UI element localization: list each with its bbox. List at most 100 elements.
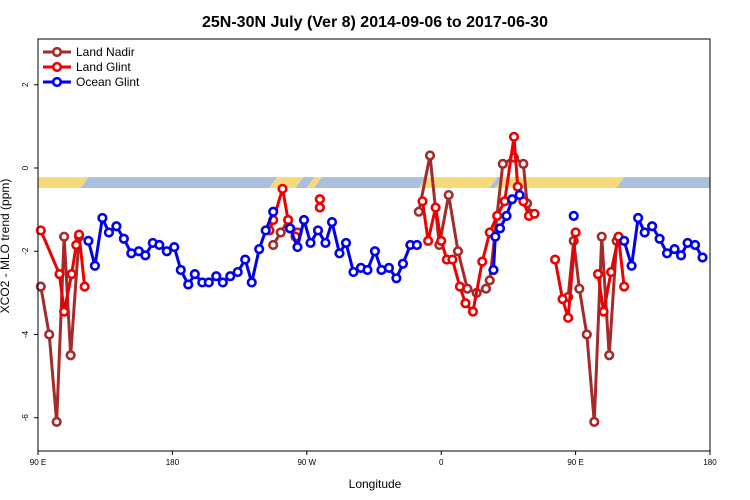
data-point	[111, 221, 122, 232]
data-point	[79, 281, 90, 292]
data-point	[203, 277, 214, 288]
legend-marker	[51, 61, 63, 73]
y-tick-label: -4	[21, 330, 30, 338]
series-line	[421, 135, 536, 314]
data-point	[183, 279, 194, 290]
data-point	[240, 254, 251, 265]
x-tick-label: 180	[166, 458, 180, 467]
data-point	[480, 283, 492, 294]
series-line	[39, 235, 81, 424]
data-point	[275, 227, 286, 238]
data-point	[661, 248, 673, 259]
data-point	[51, 416, 62, 427]
band-segment-land	[38, 177, 89, 188]
data-point	[497, 158, 508, 169]
data-point	[73, 229, 85, 240]
data-point	[103, 227, 115, 238]
band-segment-ocean	[314, 177, 427, 188]
series-line	[553, 232, 578, 320]
legend-item: Land Nadir	[43, 45, 135, 59]
data-point	[424, 150, 436, 161]
data-point	[604, 350, 615, 361]
data-point	[283, 214, 294, 226]
data-point	[246, 277, 257, 288]
data-point	[512, 181, 523, 192]
data-point	[66, 269, 77, 280]
data-point	[619, 281, 630, 292]
data-point	[326, 217, 338, 228]
data-point	[320, 237, 331, 249]
data-point	[413, 206, 424, 217]
data-point	[518, 158, 529, 169]
data-point	[508, 131, 520, 142]
data-point	[669, 244, 680, 255]
data-point	[35, 281, 46, 292]
y-tick-label: -6	[21, 414, 30, 422]
series-line	[417, 154, 533, 295]
data-point	[557, 294, 568, 305]
chart-title: 25N-30N July (Ver 8) 2014-09-06 to 2017-…	[202, 14, 548, 31]
legend-item: Land Glint	[43, 60, 131, 74]
data-point	[217, 277, 228, 288]
data-point	[225, 271, 236, 282]
y-tick-label: 2	[21, 82, 30, 87]
data-point	[574, 283, 585, 294]
band-segment-ocean	[616, 177, 710, 188]
band-segment-land	[269, 177, 304, 188]
data-point	[443, 189, 454, 201]
data-point	[71, 239, 82, 251]
data-point	[314, 194, 325, 205]
data-point	[619, 235, 630, 246]
series-line	[566, 235, 619, 424]
data-point	[467, 306, 479, 317]
data-point	[549, 254, 561, 265]
band-segment-ocean	[295, 177, 315, 188]
data-point	[314, 202, 325, 213]
data-point	[44, 329, 55, 340]
data-point	[568, 210, 579, 221]
data-point	[490, 231, 501, 242]
data-point	[268, 239, 279, 251]
data-point	[501, 210, 512, 221]
data-point	[369, 246, 381, 257]
data-point	[589, 416, 600, 427]
data-point	[697, 252, 708, 263]
data-point	[89, 260, 101, 271]
data-point	[592, 269, 604, 280]
y-axis-label: XCO2 - MLO trend (ppm)	[0, 179, 12, 314]
data-point	[397, 258, 409, 269]
data-point	[484, 275, 495, 286]
data-point	[423, 235, 434, 246]
data-point	[59, 306, 70, 317]
data-point	[312, 225, 324, 236]
data-point	[169, 241, 180, 253]
data-point	[492, 210, 503, 221]
data-point	[334, 248, 345, 259]
data-point	[268, 206, 279, 217]
x-tick-label: 90 W	[297, 458, 316, 467]
x-tick-label: 0	[439, 458, 444, 467]
data-point	[292, 241, 303, 253]
x-tick-label: 90 E	[567, 458, 583, 467]
data-point	[514, 189, 525, 201]
data-point	[83, 235, 94, 246]
data-point	[161, 246, 172, 257]
band-segment-land	[306, 177, 322, 188]
data-point	[626, 260, 637, 271]
data-point	[54, 269, 65, 280]
data-point	[277, 183, 288, 194]
data-point	[436, 235, 447, 246]
data-point	[460, 298, 471, 309]
data-point	[284, 223, 296, 234]
data-point	[340, 237, 352, 249]
series-land-glint	[35, 131, 630, 323]
data-point	[563, 312, 574, 323]
data-point	[581, 329, 592, 340]
data-point	[59, 231, 70, 242]
series-layer	[35, 131, 708, 427]
data-point	[175, 264, 186, 276]
x-axis-label: Longitude	[349, 477, 402, 491]
data-point	[507, 194, 518, 205]
data-point	[639, 227, 650, 238]
